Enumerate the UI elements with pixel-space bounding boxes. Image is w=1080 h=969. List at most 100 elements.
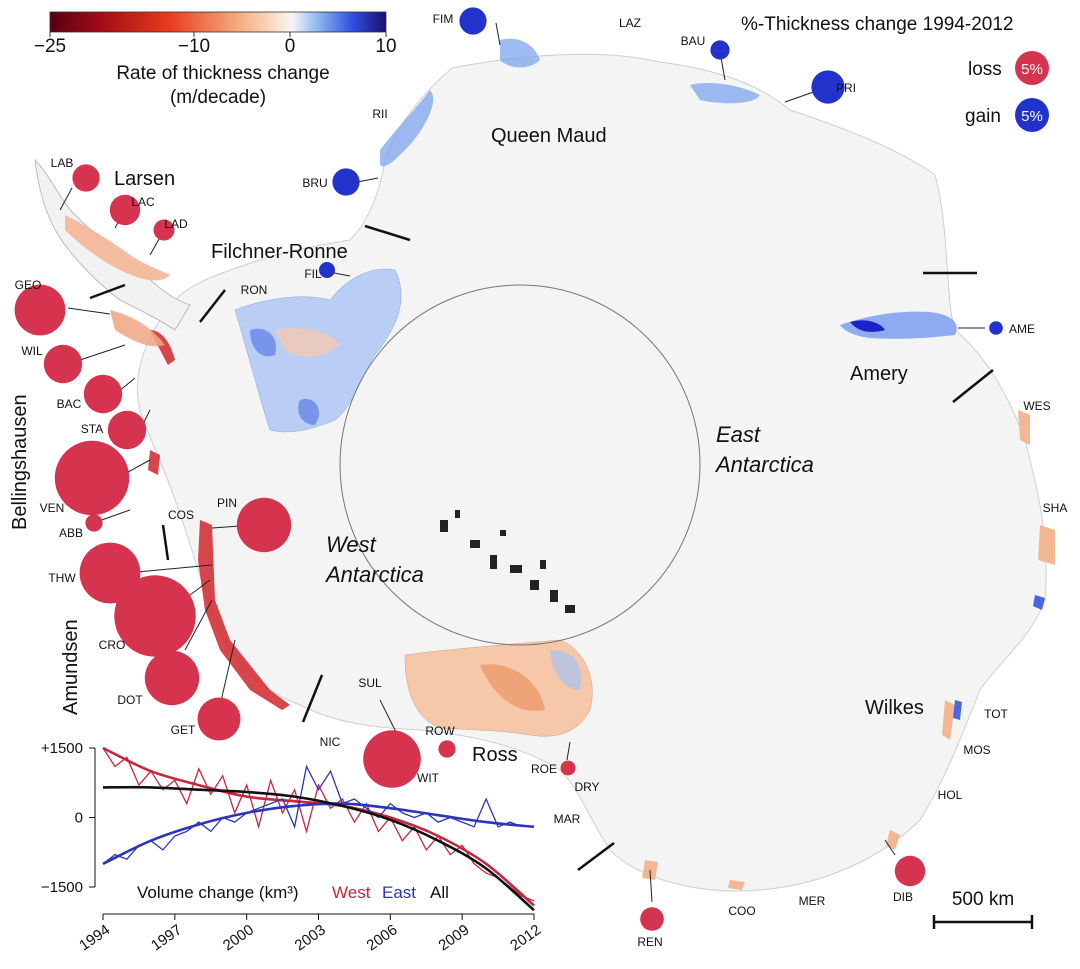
bubble-sta — [107, 410, 147, 450]
scale-bar-label: 500 km — [952, 889, 1014, 910]
bubble-thw — [79, 542, 141, 604]
colorbar-ticks: −25 −10 0 10 — [34, 32, 397, 57]
shelf-label-bau: BAU — [681, 34, 706, 48]
shelf-label-get: GET — [171, 723, 196, 737]
series-east-fit — [102, 802, 535, 865]
legend-gain-value: 5% — [1021, 108, 1043, 125]
region-queen-maud: Queen Maud — [491, 125, 607, 147]
bubble-legend: %-Thickness change 1994-2012 loss 5% gai… — [741, 14, 1049, 132]
bubble-pin — [236, 497, 292, 553]
legend-gain-label: gain — [965, 106, 1001, 127]
legend-loss-bubble — [1015, 51, 1049, 85]
region-east-line1: East — [716, 422, 761, 447]
region-wilkes: Wilkes — [865, 697, 924, 719]
x-tick-label: 2012 — [507, 921, 544, 954]
colorbar-tick-label: −25 — [34, 36, 66, 57]
colorbar-gradient — [49, 11, 387, 33]
amery-shelf — [840, 311, 957, 339]
shelf-label-mer: MER — [799, 894, 826, 908]
ice-sheet — [136, 53, 1047, 892]
series-all-fit — [102, 785, 535, 912]
chart-axes: 1994 1997 2000 2003 2006 2009 2012 +1500 0 −1500 — [41, 740, 544, 954]
region-larsen: Larsen — [114, 168, 175, 190]
series-west-fit — [102, 746, 535, 907]
bubble-roe — [560, 760, 576, 776]
legend-gain-bubble — [1015, 98, 1049, 132]
bubble-abb — [85, 514, 103, 532]
x-tick-label: 1997 — [148, 921, 185, 954]
shelf-label-mos: MOS — [963, 743, 990, 757]
colorbar-units: (m/decade) — [170, 87, 266, 108]
antarctic-peninsula — [34, 158, 191, 331]
shelf-label-sul: SUL — [358, 676, 382, 690]
pole-circle — [339, 284, 701, 646]
colorbar-tick-label: 10 — [375, 36, 396, 57]
shelf-label-fim: FIM — [433, 12, 454, 26]
bubble-ren — [640, 907, 664, 931]
volume-change-chart: 1994 1997 2000 2003 2006 2009 2012+15000−1500 … — [41, 740, 544, 954]
bubble-lad — [153, 219, 175, 241]
chart-title: Volume change (km³) — [137, 883, 299, 902]
x-tick-label: 2009 — [435, 921, 472, 954]
shelf-label-fil: FIL — [304, 267, 322, 281]
shelf-label-ame: AME — [1009, 322, 1035, 336]
shelf-label-coo: COO — [728, 904, 755, 918]
shelf-label-wes: WES — [1023, 399, 1050, 413]
shelf-label-wit: WIT — [417, 771, 440, 785]
bubble-bru — [332, 168, 360, 196]
bubble-dot — [144, 650, 200, 706]
bubble-wil — [43, 344, 83, 384]
shelf-label-hol: HOL — [938, 788, 963, 802]
bubble-wit — [363, 730, 421, 788]
bubble-geo — [14, 284, 66, 336]
shelf-label-ven: VEN — [40, 501, 65, 515]
region-amundsen: Amundsen — [60, 619, 82, 715]
x-tick-label: 1994 — [76, 921, 113, 954]
bubble-lac — [109, 194, 141, 226]
shelf-label-wil: WIL — [21, 344, 43, 358]
larsen-shelf — [65, 215, 170, 281]
chart-legend-west: West — [332, 883, 371, 902]
legend-loss-label: loss — [968, 59, 1002, 80]
shelf-label-roe: ROE — [531, 762, 557, 776]
subglacial-features — [440, 510, 575, 613]
colorbar-tick-label: −10 — [178, 36, 210, 57]
shelf-label-tot: TOT — [984, 707, 1008, 721]
shelf-label-lad: LAD — [164, 217, 188, 231]
bubble-ven — [54, 440, 130, 516]
shelf-label-pri: PRI — [836, 81, 856, 95]
legend-loss-value: 5% — [1021, 61, 1043, 78]
region-amery: Amery — [850, 363, 908, 385]
chart-title-legend: Volume change (km³) West East All — [137, 883, 449, 902]
x-tick-label: 2000 — [220, 921, 257, 954]
shelf-label-row: ROW — [425, 724, 455, 738]
bubble-fil — [319, 262, 335, 278]
bubble-ame — [989, 321, 1003, 335]
shelf-label-bac: BAC — [57, 397, 82, 411]
bubble-bau — [710, 40, 730, 60]
region-ross: Ross — [472, 744, 518, 766]
y-tick-label: −1500 — [41, 879, 83, 896]
chart-legend-east: East — [382, 883, 416, 902]
region-filchner-ronne: Filchner-Ronne — [211, 241, 348, 263]
shelf-bubbles — [14, 7, 1003, 931]
colorbar-tick-label: 0 — [285, 36, 296, 57]
bubble-dib — [894, 855, 926, 887]
shelf-label-pin: PIN — [217, 496, 237, 510]
bubble-get — [197, 697, 241, 741]
bubble-bac — [83, 374, 123, 414]
shelf-label-geo: GEO — [15, 278, 42, 292]
drainage-dividers — [89, 224, 994, 871]
shelf-label-dry: DRY — [574, 780, 599, 794]
chart-series — [102, 746, 535, 912]
region-labels: Queen Maud Larsen Filchner-Ronne Amery E… — [9, 125, 924, 766]
legend-title: %-Thickness change 1994-2012 — [741, 14, 1014, 35]
x-tick-label: 2003 — [292, 921, 329, 954]
shelf-label-dot: DOT — [117, 693, 143, 707]
shelf-label-lac: LAC — [131, 195, 155, 209]
x-tick-label: 2006 — [364, 921, 401, 954]
west-coast-loss — [148, 330, 290, 710]
shelf-label-thw: THW — [48, 571, 76, 585]
scale-bar: 500 km — [932, 889, 1034, 929]
bubble-cro — [114, 575, 196, 657]
